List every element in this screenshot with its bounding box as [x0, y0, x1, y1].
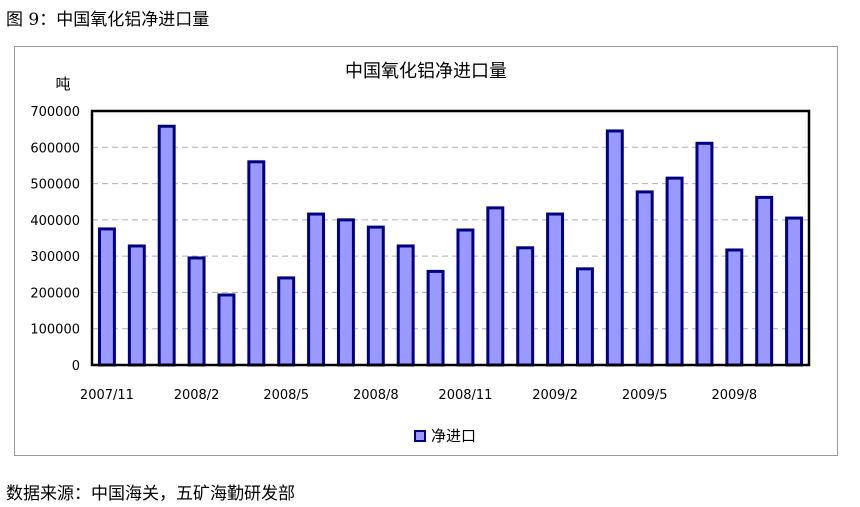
x-tick-label: 2008/2	[174, 388, 220, 403]
bar-2008-11	[456, 228, 475, 367]
bar-2009-4	[605, 129, 624, 367]
bars	[97, 124, 804, 367]
legend-label: 净进口	[431, 427, 476, 445]
bar-2008-10	[426, 269, 445, 367]
y-tick-label: 700000	[30, 105, 80, 120]
bar-2009-5	[635, 190, 654, 367]
figure-caption: 图 9：中国氧化铝净进口量	[6, 10, 210, 30]
bar-2008-6	[307, 212, 326, 367]
y-axis-unit-label: 吨	[55, 75, 70, 93]
bar-2008-1	[157, 124, 176, 367]
bar-2009-3	[575, 267, 594, 367]
bar-2007-12	[127, 244, 146, 367]
x-tick-label: 2009/8	[711, 388, 757, 403]
bar-2009-2	[546, 212, 565, 367]
y-tick-label: 400000	[30, 214, 80, 229]
bar-2008-9	[396, 244, 415, 367]
bar-2009-8	[725, 248, 744, 367]
bar-2008-12	[486, 206, 505, 367]
x-tick-label: 2008/11	[438, 388, 492, 403]
bar-2007-11	[97, 227, 116, 367]
x-tick-label: 2007/11	[80, 388, 134, 403]
source-note: 数据来源：中国海关，五矿海勤研发部	[6, 484, 295, 504]
y-tick-label: 100000	[30, 323, 80, 338]
bar-2008-5	[277, 276, 296, 367]
chart-title: 中国氧化铝净进口量	[345, 61, 507, 82]
bar-2008-3	[217, 293, 236, 367]
legend: 净进口	[414, 427, 476, 445]
bar-2008-4	[247, 160, 266, 367]
bar-2009-1	[516, 246, 535, 367]
y-axis-ticks: 0 100000 200000 300000 400000 500000 600000 700…	[30, 105, 80, 374]
x-tick-label: 2008/5	[263, 388, 309, 403]
bar-2008-8	[366, 225, 385, 367]
chart-frame: 中国氧化铝净进口量 吨 0 100000 200000 300000 400000 500…	[14, 46, 838, 456]
y-tick-label: 500000	[30, 178, 80, 193]
y-tick-label: 0	[72, 359, 80, 374]
bar-2009-10	[785, 216, 804, 367]
bar-2009-6	[665, 176, 684, 367]
bar-chart: 中国氧化铝净进口量 吨 0 100000 200000 300000 400000 500…	[30, 61, 811, 445]
bar-2009-7	[695, 141, 714, 367]
bar-2008-7	[336, 218, 355, 367]
bar-2009-9	[755, 195, 774, 367]
x-tick-label: 2009/2	[532, 388, 578, 403]
y-tick-label: 300000	[30, 250, 80, 265]
bar-2008-2	[187, 256, 206, 367]
x-tick-label: 2008/8	[353, 388, 399, 403]
legend-swatch	[414, 430, 426, 442]
x-axis-ticks: 2007/11 2008/2 2008/5 2008/8 2008/11 2009/2 20…	[80, 388, 757, 403]
y-tick-label: 200000	[30, 286, 80, 301]
x-tick-label: 2009/5	[622, 388, 668, 403]
plot-area-border	[90, 109, 811, 367]
y-tick-label: 600000	[30, 141, 80, 156]
